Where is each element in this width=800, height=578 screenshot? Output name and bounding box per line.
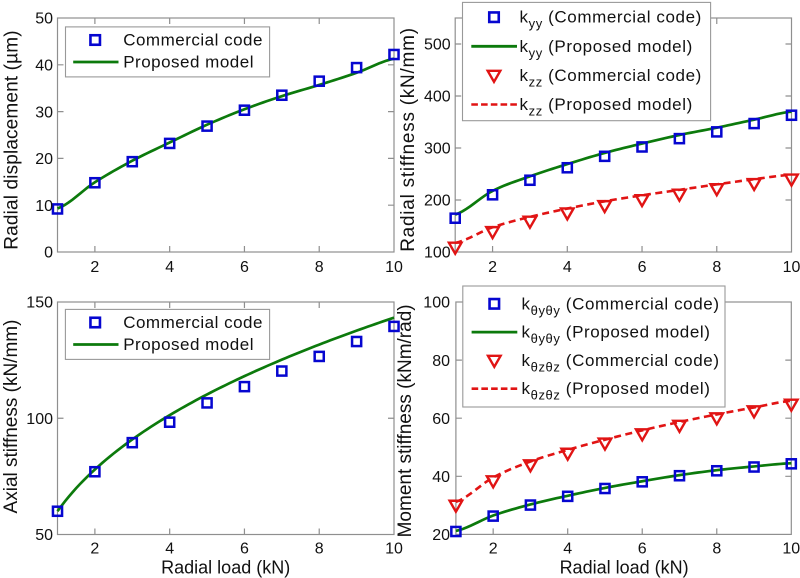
svg-text:kyy (Commercial code): kyy (Commercial code)	[520, 8, 702, 32]
svg-text:100: 100	[424, 245, 451, 262]
svg-text:Commercial code: Commercial code	[123, 31, 263, 50]
svg-text:kzz (Proposed model): kzz (Proposed model)	[520, 95, 693, 119]
svg-text:100: 100	[26, 411, 53, 428]
svg-text:Proposed model: Proposed model	[123, 335, 254, 354]
svg-text:40: 40	[35, 58, 53, 75]
svg-text:500: 500	[424, 37, 451, 54]
svg-text:8: 8	[712, 541, 721, 558]
svg-text:4: 4	[165, 259, 174, 276]
svg-text:Radial stiffness (kN/mm): Radial stiffness (kN/mm)	[398, 27, 419, 252]
svg-text:6: 6	[240, 259, 249, 276]
svg-text:2: 2	[90, 259, 99, 276]
svg-text:30: 30	[35, 104, 53, 121]
svg-text:2: 2	[488, 259, 497, 276]
svg-text:80: 80	[432, 353, 450, 370]
svg-text:kθyθy (Proposed model): kθyθy (Proposed model)	[522, 323, 711, 347]
svg-text:10: 10	[35, 198, 53, 215]
svg-text:Commercial code: Commercial code	[123, 313, 263, 332]
svg-text:6: 6	[638, 541, 647, 558]
svg-text:kyy (Proposed model): kyy (Proposed model)	[520, 37, 693, 61]
svg-text:60: 60	[432, 411, 450, 428]
svg-text:kθzθz (Commercial code): kθzθz (Commercial code)	[522, 351, 720, 375]
svg-text:kθyθy (Commercial code): kθyθy (Commercial code)	[522, 294, 720, 318]
svg-text:4: 4	[165, 541, 174, 558]
svg-text:400: 400	[424, 89, 451, 106]
svg-text:4: 4	[563, 259, 572, 276]
svg-text:Radial load (kN): Radial load (kN)	[161, 558, 290, 578]
svg-text:8: 8	[315, 541, 324, 558]
svg-text:100: 100	[423, 295, 450, 312]
svg-text:Radial load (kN): Radial load (kN)	[560, 558, 689, 578]
svg-text:10: 10	[782, 541, 800, 558]
svg-text:Proposed model: Proposed model	[123, 53, 254, 72]
svg-text:20: 20	[35, 151, 53, 168]
svg-text:150: 150	[26, 295, 53, 312]
svg-text:Radial displacement (µm): Radial displacement (µm)	[2, 30, 23, 249]
svg-text:2: 2	[489, 541, 498, 558]
svg-text:10: 10	[783, 259, 800, 276]
svg-text:10: 10	[385, 541, 403, 558]
svg-text:50: 50	[35, 527, 53, 544]
svg-text:20: 20	[432, 527, 450, 544]
svg-text:kθzθz (Proposed model): kθzθz (Proposed model)	[522, 379, 711, 403]
svg-text:kzz (Commercial code): kzz (Commercial code)	[520, 66, 702, 90]
svg-text:6: 6	[240, 541, 249, 558]
svg-text:Axial stiffness (kN/mm): Axial stiffness (kN/mm)	[1, 320, 22, 514]
svg-text:10: 10	[385, 259, 403, 276]
svg-text:6: 6	[638, 259, 647, 276]
svg-text:50: 50	[35, 11, 53, 28]
svg-text:40: 40	[432, 469, 450, 486]
svg-text:2: 2	[90, 541, 99, 558]
svg-text:8: 8	[315, 259, 324, 276]
svg-text:300: 300	[424, 141, 451, 158]
svg-text:4: 4	[563, 541, 572, 558]
svg-text:Moment stiffness (kNm/rad): Moment stiffness (kNm/rad)	[395, 304, 416, 537]
svg-text:8: 8	[712, 259, 721, 276]
svg-text:200: 200	[424, 193, 451, 210]
svg-text:0: 0	[44, 245, 53, 262]
